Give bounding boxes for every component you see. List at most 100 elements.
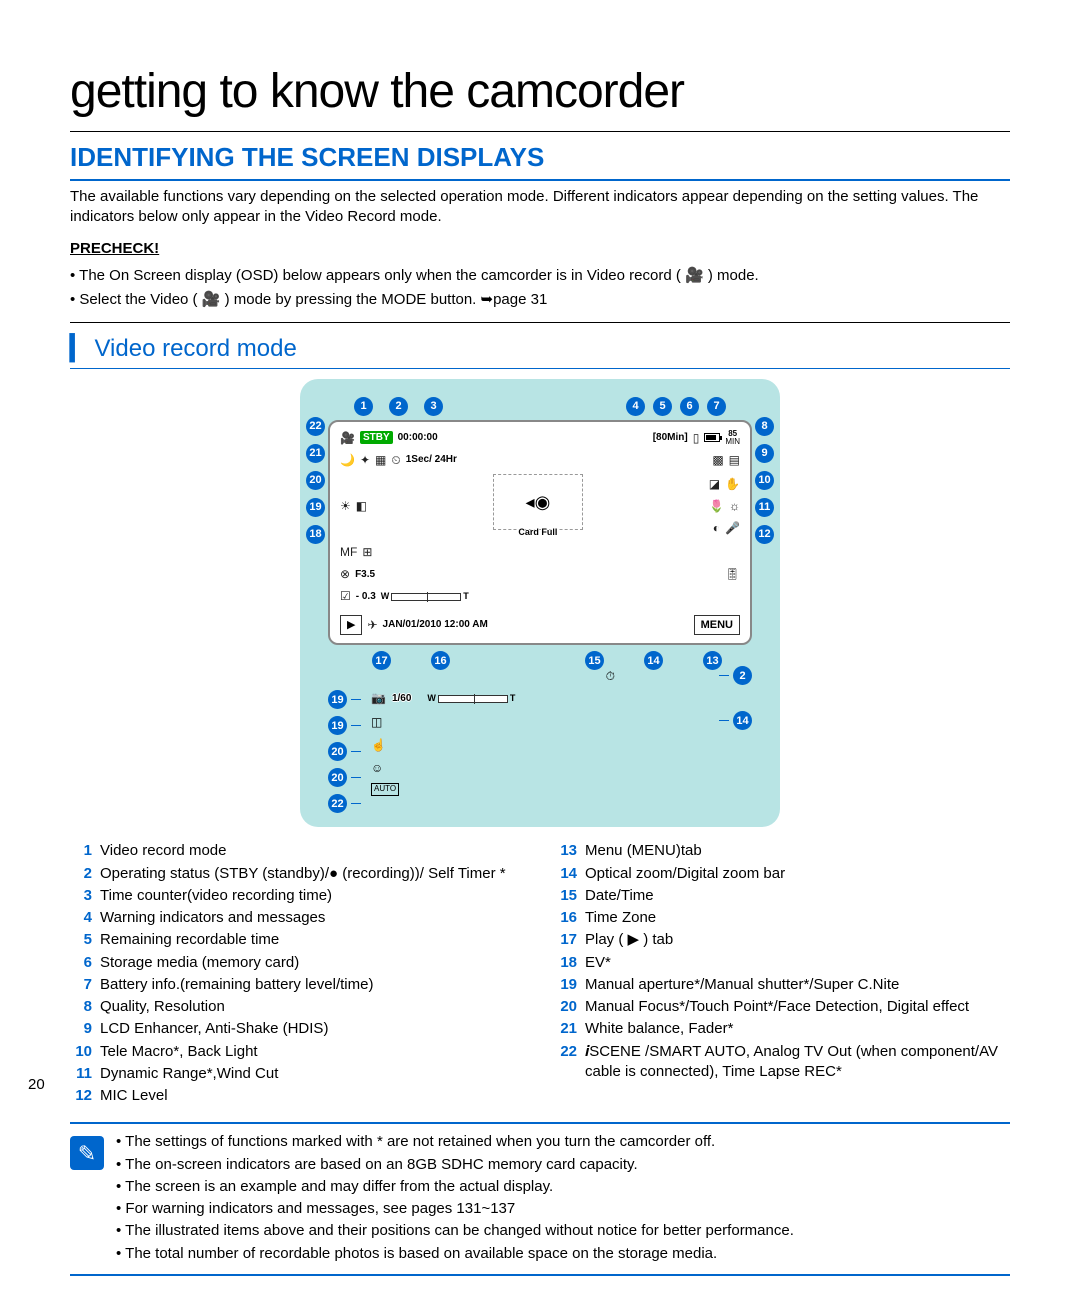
legend-num: 4 xyxy=(70,908,92,928)
legend-num: 17 xyxy=(555,930,577,950)
callout: 19 xyxy=(328,716,347,735)
misc-icon: ✦ xyxy=(360,452,370,468)
video-mode-icon: 🎥 xyxy=(340,430,355,446)
legend-row: 10Tele Macro*, Back Light xyxy=(70,1042,525,1062)
diagram-container: 1 2 3 4 5 6 7 22 21 20 19 18 8 9 10 11 1 xyxy=(70,379,1010,828)
note-item: The screen is an example and may differ … xyxy=(116,1177,794,1197)
ev-value: - 0.3 xyxy=(356,590,376,604)
legend-row: 11Dynamic Range*,Wind Cut xyxy=(70,1064,525,1084)
stby-indicator: STBY xyxy=(360,431,393,445)
wb-icon: ☀ xyxy=(340,498,351,514)
legend-num: 18 xyxy=(555,953,577,973)
legend-row: 13Menu (MENU)tab xyxy=(555,841,1010,861)
legend-num: 15 xyxy=(555,886,577,906)
legend-row: 12MIC Level xyxy=(70,1086,525,1106)
callout: 22 xyxy=(306,417,325,436)
antishake-icon: ✋ xyxy=(725,476,740,492)
callout: 10 xyxy=(755,471,774,490)
legend-num: 16 xyxy=(555,908,577,928)
legend-row: 9LCD Enhancer, Anti-Shake (HDIS) xyxy=(70,1019,525,1039)
legend-num: 3 xyxy=(70,886,92,906)
legend-text: Remaining recordable time xyxy=(100,930,279,950)
legend-num: 6 xyxy=(70,953,92,973)
legend-num: 21 xyxy=(555,1019,577,1039)
callout: 16 xyxy=(431,651,450,670)
legend-text: Warning indicators and messages xyxy=(100,908,325,928)
precheck-item: Select the Video ( 🎥 ) mode by pressing … xyxy=(70,290,1010,310)
legend-text: Quality, Resolution xyxy=(100,997,225,1017)
callout: 2 xyxy=(733,666,752,685)
batt-min-label: MIN xyxy=(725,437,740,446)
callout: 1 xyxy=(354,397,373,416)
callout: 11 xyxy=(755,498,774,517)
note-box: ✎ The settings of functions marked with … xyxy=(70,1122,1010,1276)
note-item: The total number of recordable photos is… xyxy=(116,1244,794,1264)
legend-text: Play ( ▶ ) tab xyxy=(585,930,673,950)
quality-icon: ▩ xyxy=(712,452,723,468)
tvout-icon: ▦ xyxy=(375,452,386,468)
time-counter: 00:00:00 xyxy=(398,431,438,445)
legend-text: Tele Macro*, Back Light xyxy=(100,1042,258,1062)
legend-row: 2 Operating status (STBY (standby)/● (rec… xyxy=(70,864,525,884)
legend-text: Manual Focus*/Touch Point*/Face Detectio… xyxy=(585,997,969,1017)
legend-text: Operating status (STBY (standby)/● (reco… xyxy=(100,864,506,884)
legend-num: 14 xyxy=(555,864,577,884)
legend: 1Video record mode2Operating status (STB… xyxy=(70,841,1010,1108)
callout: 20 xyxy=(328,742,347,761)
legend-text: Menu (MENU)tab xyxy=(585,841,702,861)
callout: 8 xyxy=(755,417,774,436)
legend-text: Optical zoom/Digital zoom bar xyxy=(585,864,785,884)
precheck-label: PRECHECK! xyxy=(70,239,1010,259)
legend-text: White balance, Fader* xyxy=(585,1019,733,1039)
legend-row: 17 Play ( ▶ ) tab xyxy=(555,930,1010,950)
legend-num: 11 xyxy=(70,1064,92,1084)
cnite-icon: ◫ xyxy=(371,714,382,730)
osd-diagram: 1 2 3 4 5 6 7 22 21 20 19 18 8 9 10 11 1 xyxy=(300,379,780,828)
legend-row: 8Quality, Resolution xyxy=(70,997,525,1017)
note-icon: ✎ xyxy=(70,1136,104,1170)
auto-icon: AUTO xyxy=(371,783,399,796)
iscene-icon: 🌙 xyxy=(340,452,355,468)
legend-num: 19 xyxy=(555,975,577,995)
interval-text: 1Sec/ 24Hr xyxy=(406,453,457,467)
timelapse-icon: ⏲ xyxy=(391,452,400,468)
legend-row: 15Date/Time xyxy=(555,886,1010,906)
intro-text: The available functions vary depending o… xyxy=(70,187,1010,228)
callout: 22 xyxy=(328,794,347,813)
legend-row: 3Time counter(video recording time) xyxy=(70,886,525,906)
backlight-icon: ☼ xyxy=(729,498,740,514)
macro-icon: 🌷 xyxy=(709,498,724,514)
legend-num: 7 xyxy=(70,975,92,995)
callout: 2 xyxy=(389,397,408,416)
legend-row: 22𝒊SCENE /SMART AUTO, Analog TV Out (whe… xyxy=(555,1042,1010,1083)
legend-num: 1 xyxy=(70,841,92,861)
legend-num: 12 xyxy=(70,1086,92,1106)
legend-row: 19Manual aperture*/Manual shutter*/Super… xyxy=(555,975,1010,995)
legend-col-left: 1Video record mode2Operating status (STB… xyxy=(70,841,525,1108)
zoom-bar: WT xyxy=(381,590,469,602)
callout: 5 xyxy=(653,397,672,416)
ev-icon: ☑ xyxy=(340,588,351,604)
face-icon: ☺ xyxy=(371,760,383,776)
legend-num: 5 xyxy=(70,930,92,950)
callout: 17 xyxy=(372,651,391,670)
legend-text: EV* xyxy=(585,953,611,973)
mic-level-icon: 🎚 xyxy=(725,566,740,582)
range-icon: ◐ xyxy=(713,520,720,536)
sub-title: Video record mode xyxy=(70,333,1010,368)
legend-text: Storage media (memory card) xyxy=(100,953,299,973)
legend-text: 𝒊SCENE /SMART AUTO, Analog TV Out (when … xyxy=(585,1042,1010,1083)
legend-row: 16Time Zone xyxy=(555,908,1010,928)
legend-col-right: 13Menu (MENU)tab 14 Optical zoom/Digital z… xyxy=(555,841,1010,1108)
menu-tab: MENU xyxy=(694,615,740,636)
legend-row: 5 Remaining recordable time xyxy=(70,930,525,950)
windcut-icon: 🎤 xyxy=(725,520,740,536)
legend-num: 2 xyxy=(70,864,92,884)
callout: 15 xyxy=(585,651,604,670)
legend-row: 20Manual Focus*/Touch Point*/Face Detect… xyxy=(555,997,1010,1017)
callout: 6 xyxy=(680,397,699,416)
legend-row: 7Battery info.(remaining battery level/t… xyxy=(70,975,525,995)
section-title: IDENTIFYING THE SCREEN DISPLAYS xyxy=(70,140,1010,181)
callout: 7 xyxy=(707,397,726,416)
precheck-list: The On Screen display (OSD) below appear… xyxy=(70,266,1010,324)
